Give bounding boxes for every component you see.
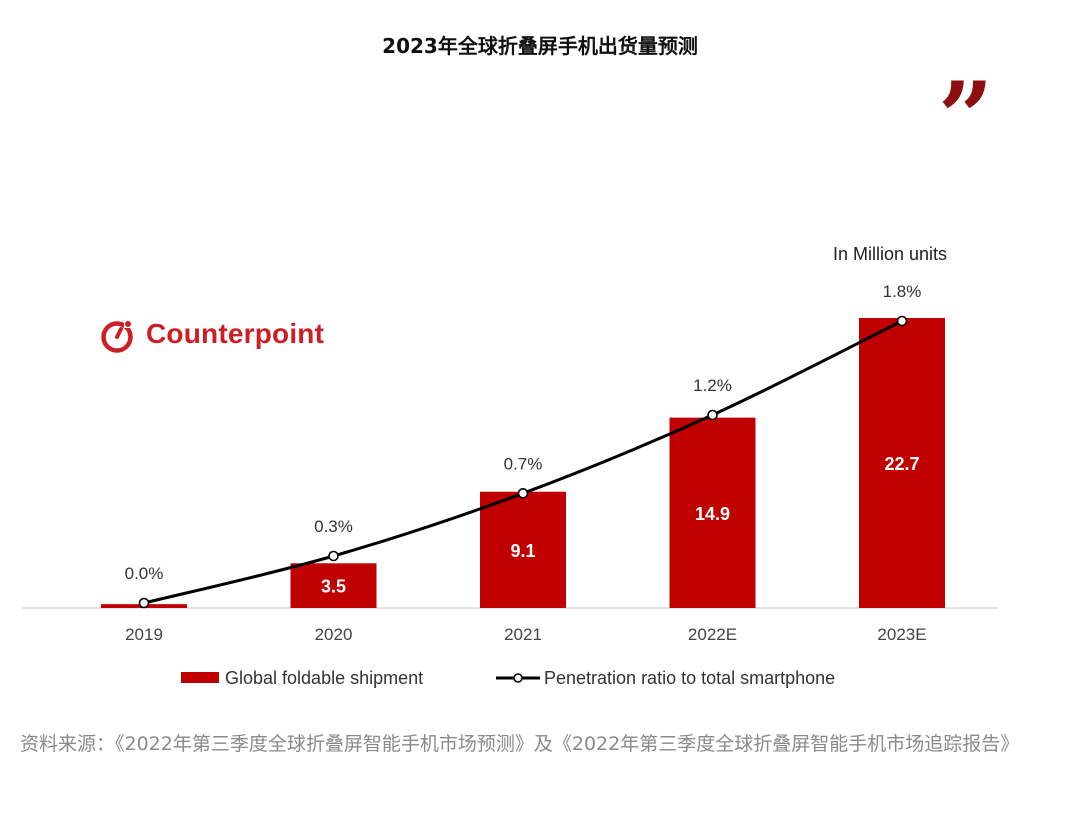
page-title: 2023年全球折叠屏手机出货量预测 [382,34,698,58]
unit-label: In Million units [833,244,947,264]
legend-line-label: Penetration ratio to total smartphone [544,668,835,688]
penetration-point [328,550,339,562]
legend-bar-label: Global foldable shipment [225,668,423,688]
penetration-label: 0.0% [125,564,164,583]
penetration-label: 0.3% [314,517,353,536]
penetration-label: 1.8% [883,282,922,301]
shipment-chart: 2019 0.0% 2020 3.5 0.3% 2021 9.1 0.7% 2022E 14.9 1… [22,244,998,688]
source-note: 资料来源：《2022年第三季度全球折叠屏智能手机市场预测》及《2022年第三季度… [20,733,1020,755]
legend-line-marker [513,673,523,683]
quote-mark-icon: ” [938,61,994,174]
bar-2020 [290,563,377,608]
legend-bar-swatch [181,672,219,683]
bar-value-label: 22.7 [884,454,919,474]
x-tick-label: 2022E [688,625,737,644]
counterpoint-logo-icon [101,320,133,353]
x-tick-label: 2021 [504,625,542,644]
brand-name: Counterpoint [146,318,325,349]
penetration-label: 0.7% [504,454,543,473]
bar-value-label: 9.1 [510,541,535,561]
bar-2023E [859,318,945,608]
bar-value-label: 3.5 [321,577,346,597]
penetration-point [707,409,718,421]
legend: Global foldable shipment Penetration rat… [181,668,835,688]
x-tick-label: 2020 [315,625,353,644]
x-tick-label: 2023E [877,625,926,644]
bar-2021 [480,491,566,608]
penetration-label: 1.2% [693,376,732,395]
bar-2022E [669,417,756,608]
x-tick-label: 2019 [125,625,163,644]
bar-value-label: 14.9 [695,504,730,524]
penetration-point [517,488,529,499]
penetration-point [138,597,150,609]
penetration-point [896,315,908,327]
